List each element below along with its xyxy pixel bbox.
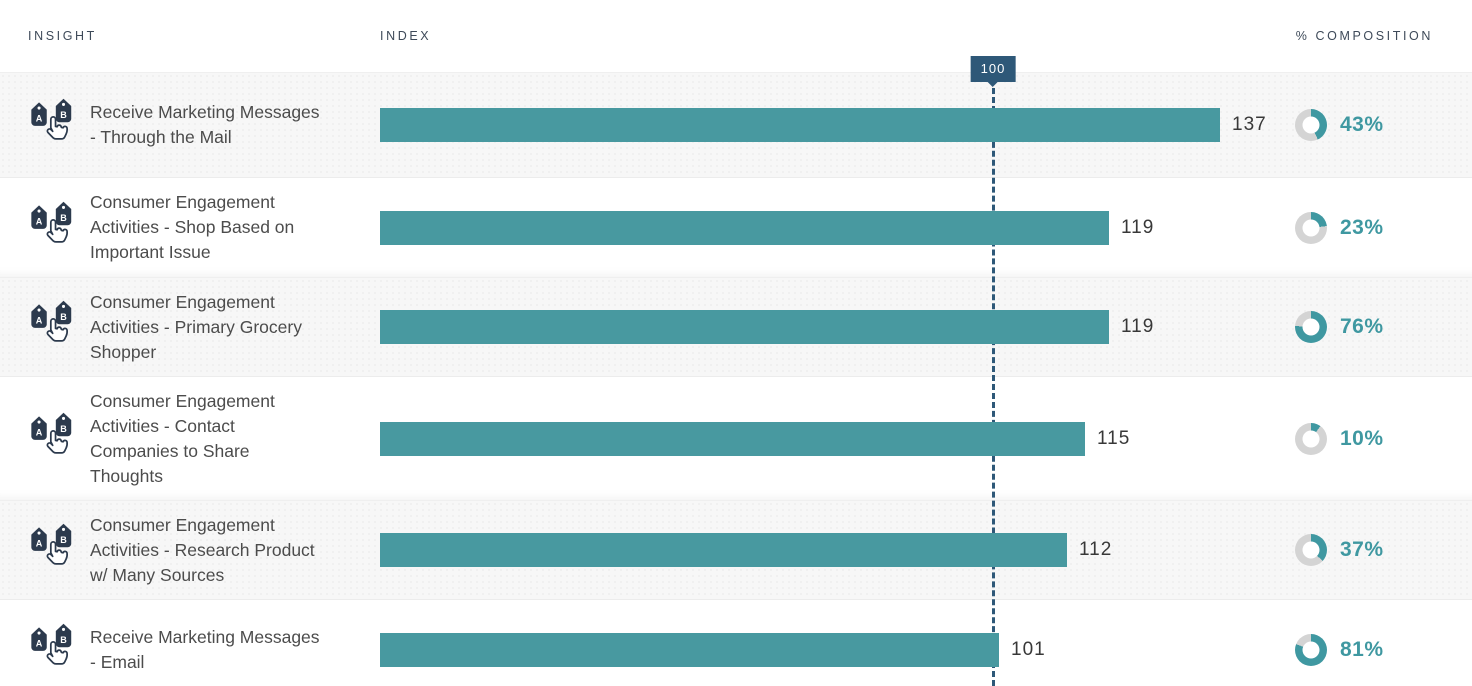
index-value: 119 [1121, 216, 1155, 238]
ab-compare-tags-pointer-icon[interactable]: A B [28, 96, 80, 154]
ab-compare-tags-pointer-icon[interactable]: A B [28, 199, 80, 257]
ab-compare-tags-pointer-icon[interactable]: A B [28, 621, 80, 679]
composition-value: 10% [1340, 426, 1384, 450]
index-bar [380, 108, 1220, 142]
column-header-insight: INSIGHT [28, 29, 97, 43]
svg-text:B: B [60, 423, 67, 433]
composition-donut-chart [1295, 109, 1327, 141]
composition-value: 76% [1340, 315, 1384, 338]
index-value: 137 [1232, 114, 1267, 135]
index-bar [380, 310, 1109, 344]
composition-cell: 37% [1282, 534, 1472, 566]
svg-text:B: B [60, 110, 67, 120]
composition-donut-chart [1295, 311, 1327, 343]
index-bar [380, 633, 999, 667]
composition-cell: 23% [1282, 211, 1472, 244]
ab-compare-tags-pointer-icon[interactable]: A B [28, 410, 80, 468]
insight-label: Receive Marketing Messages - Through the… [90, 102, 320, 147]
svg-text:A: A [36, 113, 43, 123]
composition-donut-chart [1295, 422, 1327, 455]
composition-cell: 81% [1282, 634, 1472, 666]
index-bar-cell: 101 [380, 633, 1282, 667]
index-bar-cell: 137 [380, 108, 1282, 142]
insight-label: Receive Marketing Messages - Email [90, 627, 320, 672]
table-row[interactable]: A B Consumer Engagement Activities - Sho… [0, 178, 1472, 277]
ab-compare-tags-pointer-icon[interactable]: A B [28, 298, 80, 356]
insight-label: Consumer Engagement Activities - Researc… [90, 514, 315, 585]
table-row[interactable]: A B Consumer Engagement Activities - Res… [0, 500, 1472, 600]
column-header-index: INDEX [380, 29, 432, 43]
composition-value: 23% [1340, 215, 1384, 239]
svg-text:B: B [60, 535, 67, 545]
table-body: A B Receive Marketing Messages - Through… [0, 72, 1472, 686]
index-bar [380, 210, 1109, 245]
index-value: 112 [1079, 539, 1113, 560]
table-row[interactable]: A B Receive Marketing Messages - Through… [0, 72, 1472, 178]
index-bar [380, 533, 1067, 567]
composition-donut-chart [1295, 634, 1327, 666]
svg-text:A: A [36, 427, 43, 437]
svg-text:A: A [36, 216, 43, 226]
svg-text:B: B [60, 635, 67, 645]
index-100-reference-badge: 100 [970, 56, 1016, 82]
index-value: 101 [1011, 639, 1046, 660]
svg-text:B: B [60, 312, 67, 322]
composition-value: 43% [1340, 113, 1384, 136]
insight-label: Consumer Engagement Activities - Shop Ba… [90, 192, 295, 262]
composition-donut-chart [1295, 534, 1327, 566]
composition-donut-chart [1295, 211, 1327, 244]
index-bar-cell: 119 [380, 310, 1282, 344]
insight-label: Consumer Engagement Activities - Contact… [90, 390, 275, 486]
table-row[interactable]: A B Receive Marketing Messages - Email 1… [0, 600, 1472, 686]
index-value: 119 [1121, 316, 1155, 337]
composition-cell: 10% [1282, 422, 1472, 455]
insight-label: Consumer Engagement Activities - Primary… [90, 291, 302, 362]
table-header-row: INSIGHT INDEX % COMPOSITION [0, 0, 1472, 72]
composition-value: 81% [1340, 638, 1384, 661]
index-100-reference-line [992, 88, 995, 686]
composition-cell: 43% [1282, 109, 1472, 141]
svg-text:A: A [36, 638, 43, 648]
svg-text:A: A [36, 315, 43, 325]
composition-value: 37% [1340, 538, 1384, 561]
index-bar-cell: 115 [380, 421, 1282, 456]
index-bar-cell: 119 [380, 210, 1282, 245]
table-row[interactable]: A B Consumer Engagement Activities - Pri… [0, 277, 1472, 377]
svg-text:B: B [60, 212, 67, 222]
index-value: 115 [1097, 427, 1131, 449]
composition-cell: 76% [1282, 311, 1472, 343]
column-header-composition: % COMPOSITION [1295, 29, 1433, 43]
index-bar [380, 421, 1085, 456]
svg-text:A: A [36, 538, 43, 548]
index-bar-cell: 112 [380, 533, 1282, 567]
table-row[interactable]: A B Consumer Engagement Activities - Con… [0, 377, 1472, 500]
ab-compare-tags-pointer-icon[interactable]: A B [28, 521, 80, 579]
